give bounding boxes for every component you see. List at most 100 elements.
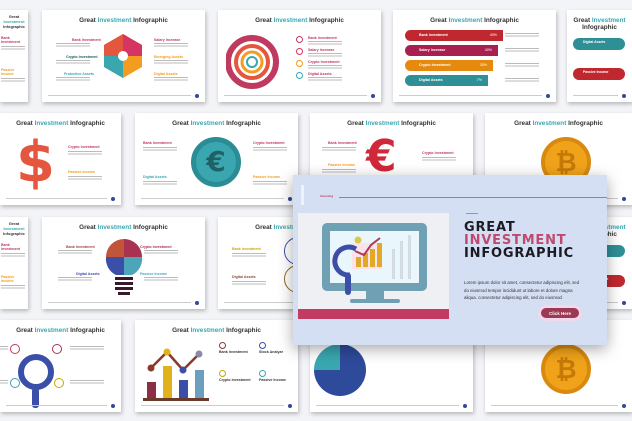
featured-title-line1: GREAT xyxy=(464,220,516,235)
label-crypto: Crypto Investment xyxy=(68,145,100,149)
slide-thumbnail-chart[interactable]: Great Investment Infographic Bank Investm… xyxy=(135,320,298,412)
funnel-bar: Salary Increase 40% xyxy=(405,45,498,56)
tab-passive: Passive Income xyxy=(573,68,625,80)
funnel-bar: Crypto Investment 30% xyxy=(405,60,493,71)
placeholder-text xyxy=(1,78,25,83)
click-here-button[interactable]: Click Here xyxy=(541,308,579,318)
placeholder-text xyxy=(1,285,25,290)
slide-title: Great Investment Infographic xyxy=(172,327,261,334)
footer-line xyxy=(491,405,618,406)
label-bank: Bank Investment xyxy=(72,38,101,42)
placeholder-text xyxy=(58,250,92,255)
featured-tag: Investing xyxy=(320,194,334,198)
label-bank: Bank Investment xyxy=(232,247,261,251)
placeholder-text xyxy=(232,253,266,258)
slide-thumbnail-funnel[interactable]: Great Investment Infographic Bank Investm… xyxy=(393,10,556,102)
label-crypto: Crypto Investment xyxy=(422,151,454,155)
placeholder-text xyxy=(253,181,287,186)
title-dash xyxy=(466,213,478,214)
label-passive: Passive Income xyxy=(1,275,15,284)
placeholder-text xyxy=(143,181,177,186)
label-bank: Bank Investment xyxy=(1,36,20,45)
percent-badge xyxy=(296,36,303,43)
feature-icon xyxy=(10,344,20,354)
label-bank: Bank Investment xyxy=(66,245,95,249)
slide-thumbnail-magnifier[interactable]: Great Investment Infographic xyxy=(0,320,121,412)
label-digital: Digital Assets xyxy=(143,175,167,179)
label-crypto: Crypto Investment xyxy=(66,55,98,59)
featured-title-line2: INVESTMENT xyxy=(464,233,567,248)
slide-title: Great Investment Infographic xyxy=(255,17,344,24)
slide-title: Great Investment Infographic xyxy=(514,120,603,127)
monitor-stand xyxy=(350,299,400,303)
placeholder-text xyxy=(154,77,188,82)
footer-line xyxy=(48,302,191,303)
placeholder-text xyxy=(1,253,25,258)
label-bank: Bank Investment xyxy=(219,350,248,354)
magnifier-icon xyxy=(18,354,54,390)
magnifier-icon xyxy=(332,244,358,278)
tab-digital: Digital Assets xyxy=(573,38,625,50)
label-passive: Passive Income xyxy=(68,170,95,174)
slide-thumbnail-legend[interactable]: Great Investment Infographic Bank Investm… xyxy=(0,10,28,102)
euro-icon: € xyxy=(191,137,241,187)
page-dot xyxy=(111,197,115,201)
slide-title: Great Investment Infographic xyxy=(16,120,105,127)
placeholder-text xyxy=(253,147,287,152)
label-salary: Salary Increase xyxy=(154,38,181,42)
feature-icon xyxy=(54,378,64,388)
slide-thumbnail-rings[interactable]: Great Investment Infographic Bank Investm… xyxy=(218,10,381,102)
label-passive: Passive Income xyxy=(140,272,167,276)
label-passive: Passive Income xyxy=(253,175,280,179)
label-passive: Passive Income xyxy=(1,68,15,77)
placeholder-text xyxy=(232,281,266,286)
placeholder-text xyxy=(505,48,539,53)
placeholder-text xyxy=(70,346,104,351)
tag-divider xyxy=(339,197,607,198)
slide-thumbnail-bulb[interactable]: Great Investment Infographic Bank Investm… xyxy=(42,217,205,309)
label-crypto: Crypto Investment xyxy=(219,378,251,382)
slide-thumbnail-euro[interactable]: Great Investment Infographic € Bank Invest… xyxy=(135,113,298,205)
placeholder-text xyxy=(144,250,178,255)
label-digital: Digital Assets xyxy=(232,275,256,279)
hexagon-puzzle-icon xyxy=(104,34,142,78)
footer-line xyxy=(6,198,107,199)
page-dot xyxy=(622,197,626,201)
page-dot xyxy=(288,404,292,408)
footer-line xyxy=(6,405,107,406)
placeholder-text xyxy=(144,277,178,282)
placeholder-text xyxy=(56,43,90,48)
label-digital: Digital Assets xyxy=(308,72,332,76)
slide-title: Great Investment Infographic xyxy=(16,327,105,334)
feature-icon xyxy=(259,342,266,349)
page-dot xyxy=(546,94,550,98)
placeholder-text xyxy=(56,77,90,82)
placeholder-text xyxy=(422,157,456,162)
label-crypto: Crypto Investment xyxy=(140,245,172,249)
footer-line xyxy=(316,405,459,406)
featured-title-line3: INFOGRAPHIC xyxy=(464,246,574,261)
slide-thumbnail-hex[interactable]: Great Investment Infographic Bank Investm… xyxy=(42,10,205,102)
placeholder-text xyxy=(58,277,92,282)
placeholder-text xyxy=(505,78,539,83)
label-passive: Passive Income xyxy=(328,163,355,167)
footer-line xyxy=(573,95,618,96)
label-bank: Bank Investment xyxy=(1,243,20,252)
placeholder-text xyxy=(322,147,356,152)
slide-title: Great Investment Infographic xyxy=(3,221,25,236)
feature-icon xyxy=(219,342,226,349)
slide-thumbnail-tabs[interactable]: Great Investment Infographic Digital Asse… xyxy=(567,10,632,102)
placeholder-text xyxy=(154,60,188,65)
slide-thumbnail-legend[interactable]: Great Investment Infographic Bank Investm… xyxy=(0,217,28,309)
featured-body: Lorem ipsum dolor sit amet, consectetur … xyxy=(464,280,580,300)
placeholder-text xyxy=(56,60,90,65)
placeholder-text xyxy=(308,65,342,70)
page-dot xyxy=(622,301,626,305)
placeholder-text xyxy=(505,63,539,68)
footer-line xyxy=(141,405,284,406)
slide-thumbnail-dollar[interactable]: Great Investment Infographic $ Crypto Inve… xyxy=(0,113,121,205)
feature-icon xyxy=(219,370,226,377)
concentric-rings-icon xyxy=(226,35,279,89)
label-stock: Stock Analyze xyxy=(259,350,284,354)
label-bank: Bank Investment xyxy=(308,36,337,40)
